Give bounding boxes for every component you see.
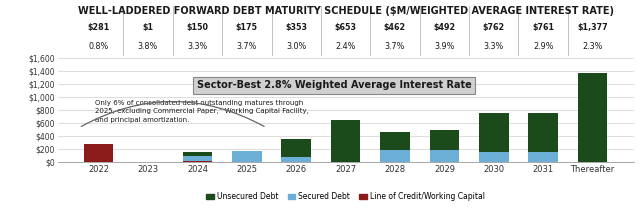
Text: 2.9%: 2.9%: [533, 42, 554, 51]
Text: 2.4%: 2.4%: [335, 42, 356, 51]
Text: Sector-Best 2.8% Weighted Average Interest Rate: Sector-Best 2.8% Weighted Average Intere…: [196, 80, 472, 90]
Bar: [380, 132, 410, 150]
Text: 3.8%: 3.8%: [138, 42, 158, 51]
Text: 3.0%: 3.0%: [286, 42, 307, 51]
Bar: [182, 152, 212, 156]
Text: $353: $353: [285, 23, 307, 32]
Bar: [479, 152, 509, 162]
Text: $1,377: $1,377: [577, 23, 608, 32]
Text: 3.9%: 3.9%: [434, 42, 454, 51]
Text: $462: $462: [384, 23, 406, 32]
Bar: [282, 139, 311, 157]
Bar: [182, 161, 212, 162]
Text: $175: $175: [236, 23, 258, 32]
Text: 3.7%: 3.7%: [237, 42, 257, 51]
Text: $761: $761: [532, 23, 554, 32]
Text: $653: $653: [335, 23, 356, 32]
Bar: [331, 120, 360, 162]
Bar: [479, 113, 509, 152]
Bar: [529, 152, 558, 162]
Bar: [380, 150, 410, 162]
Bar: [429, 150, 460, 162]
Bar: [282, 157, 311, 162]
Text: 3.3%: 3.3%: [188, 42, 207, 51]
Text: $492: $492: [433, 23, 456, 32]
Text: 3.7%: 3.7%: [385, 42, 405, 51]
Text: $281: $281: [88, 23, 109, 32]
Text: 0.8%: 0.8%: [88, 42, 109, 51]
Text: 3.3%: 3.3%: [484, 42, 504, 51]
Bar: [429, 130, 460, 150]
Bar: [578, 73, 607, 162]
Text: $762: $762: [483, 23, 505, 32]
Text: $1: $1: [143, 23, 154, 32]
Text: $150: $150: [186, 23, 209, 32]
Text: WELL-LADDERED FORWARD DEBT MATURITY SCHEDULE ($M/WEIGHTED AVERAGE INTEREST RATE): WELL-LADDERED FORWARD DEBT MATURITY SCHE…: [77, 6, 614, 16]
Bar: [182, 156, 212, 161]
Text: 2.3%: 2.3%: [582, 42, 603, 51]
Bar: [84, 144, 113, 162]
Bar: [529, 113, 558, 152]
Text: Only 6% of consolidated debt outstanding matures through
2025, excluding Commerc: Only 6% of consolidated debt outstanding…: [95, 100, 309, 123]
Bar: [232, 151, 262, 162]
Legend: Unsecured Debt, Secured Debt, Line of Credit/Working Capital: Unsecured Debt, Secured Debt, Line of Cr…: [203, 189, 488, 204]
